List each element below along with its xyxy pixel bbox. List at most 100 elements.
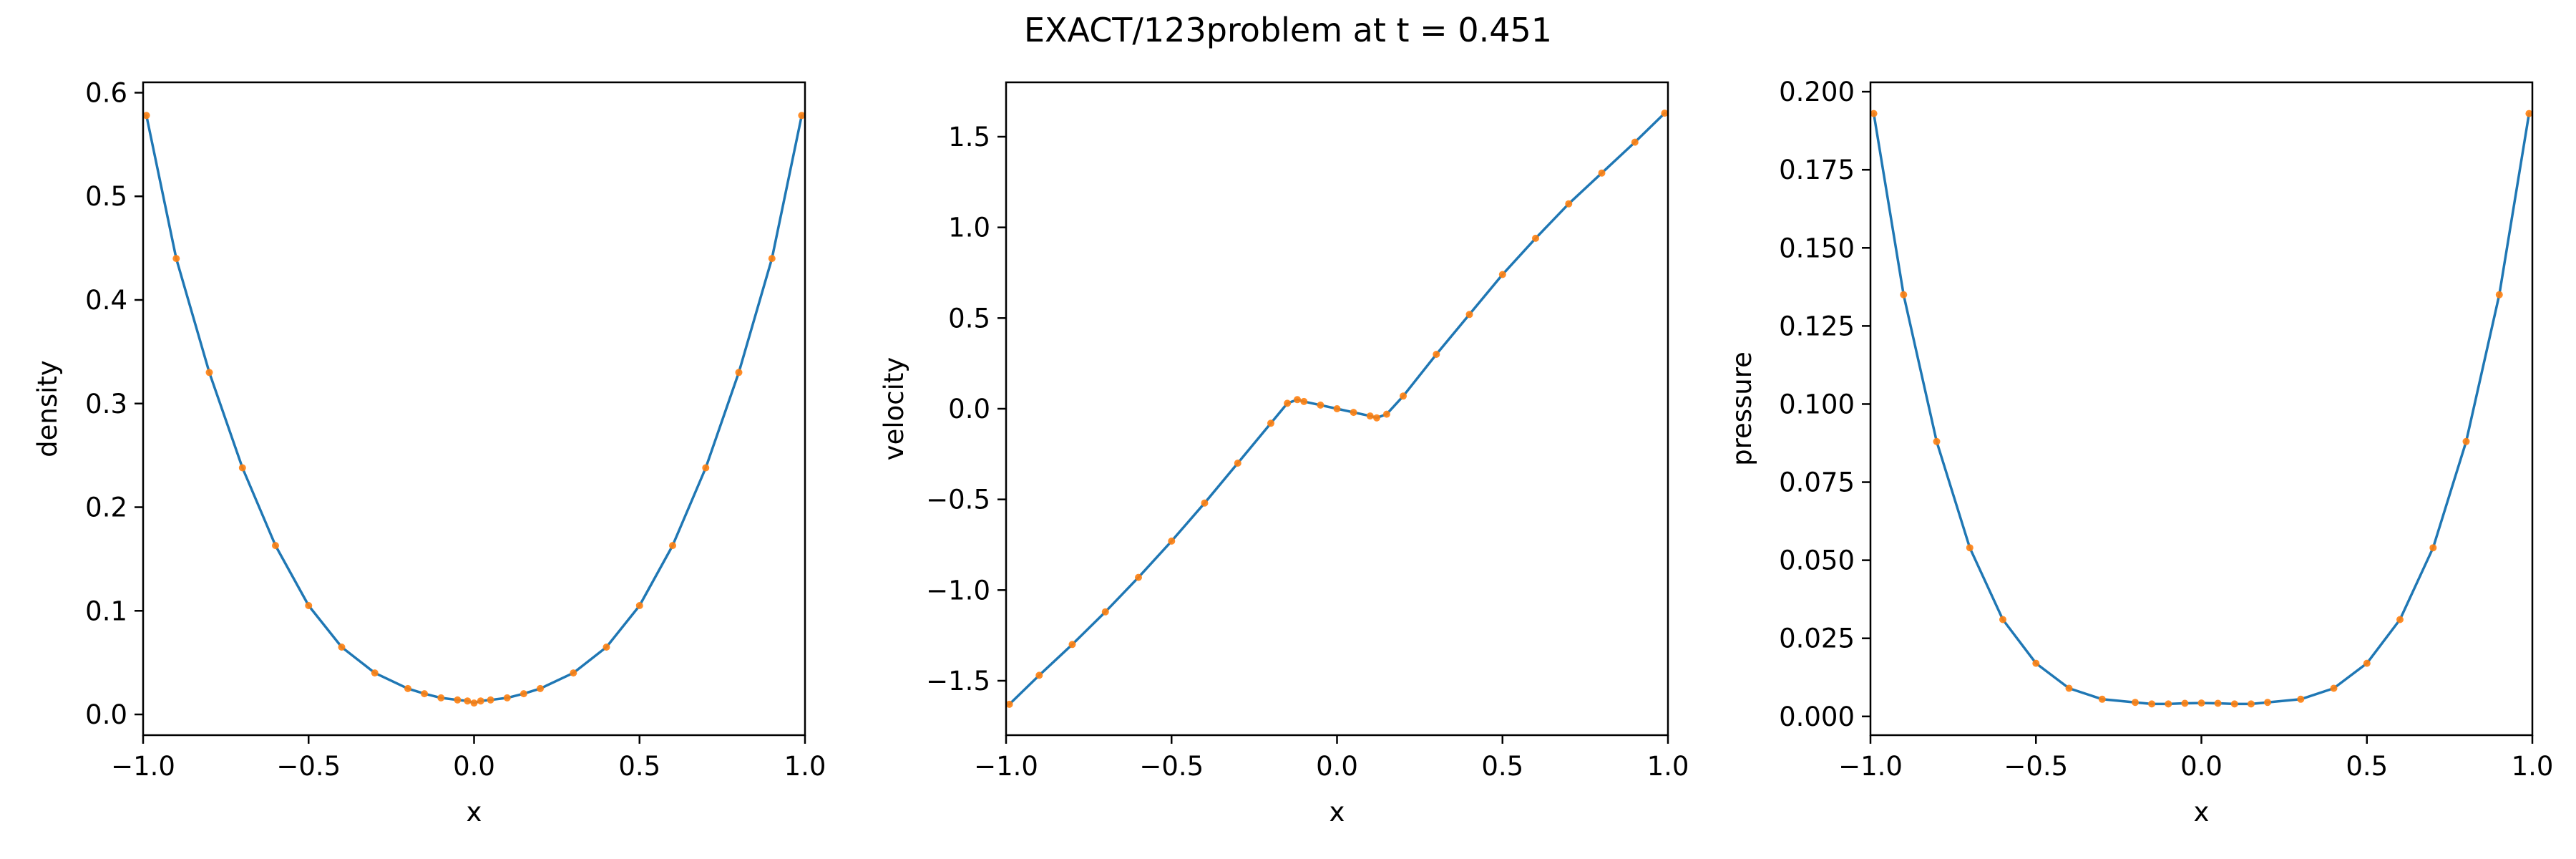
pressure-x-tick-label: −1.0 <box>1838 751 1903 782</box>
velocity-sample-point <box>1373 414 1380 422</box>
pressure-sample-point <box>2429 544 2437 552</box>
density-panel: −1.0 −0.5 0.0 0.5 1.0 0.0 0.1 0.2 0.3 0.4 0.5 0.6 x d… <box>32 77 826 828</box>
velocity-x-tick-label: 0.5 <box>1481 751 1523 782</box>
velocity-sample-point <box>1598 169 1606 177</box>
density-sample-point <box>142 112 150 120</box>
pressure-y-tick-label: 0.175 <box>1779 155 1855 185</box>
velocity-y-tick-label: −1.0 <box>926 575 990 606</box>
density-sample-point <box>702 464 710 472</box>
pressure-y-tick-label: 0.200 <box>1779 77 1855 107</box>
density-sample-point <box>371 669 379 677</box>
density-y-tick-label: 0.0 <box>85 699 127 730</box>
pressure-x-tick-label: 0.0 <box>2180 751 2223 782</box>
velocity-sample-point <box>1068 641 1076 649</box>
pressure-sample-point <box>2247 700 2255 708</box>
velocity-x-tick-label: 1.0 <box>1647 751 1689 782</box>
velocity-sample-point <box>1400 392 1407 400</box>
density-sample-point <box>602 644 610 651</box>
pressure-sample-point <box>2230 700 2238 708</box>
velocity-sample-point <box>1317 401 1324 409</box>
density-sample-point <box>635 602 643 609</box>
pressure-sample-point <box>2181 699 2189 707</box>
density-sample-point <box>464 697 472 705</box>
pressure-panel: −1.0 −0.5 0.0 0.5 1.0 0.000 0.025 0.050 0.075 0.1… <box>1727 77 2553 828</box>
velocity-sample-markers <box>1005 110 1669 708</box>
density-y-tick-label: 0.5 <box>85 181 127 212</box>
density-y-tick-label: 0.6 <box>85 77 127 108</box>
pressure-sample-point <box>1870 110 1878 117</box>
pressure-sample-point <box>2065 684 2073 692</box>
velocity-x-tick-label: −1.0 <box>974 751 1038 782</box>
velocity-y-axis-label: velocity <box>879 357 909 461</box>
velocity-sample-point <box>1366 412 1374 420</box>
density-x-tick-label: 1.0 <box>784 751 826 782</box>
density-sample-point <box>477 697 484 705</box>
pressure-sample-point <box>2396 616 2404 623</box>
density-x-tick-label: −0.5 <box>276 751 341 782</box>
velocity-sample-point <box>1565 200 1573 208</box>
pressure-x-tick-label: 1.0 <box>2512 751 2554 782</box>
velocity-y-tick-label: 1.0 <box>948 213 990 243</box>
density-y-axis-label: density <box>32 360 63 457</box>
velocity-sample-point <box>1267 419 1274 427</box>
pressure-y-tick-label: 0.100 <box>1779 389 1855 419</box>
density-sample-point <box>735 369 743 377</box>
velocity-sample-point <box>1135 573 1142 581</box>
velocity-x-tick-label: −0.5 <box>1139 751 1204 782</box>
pressure-y-tick-label: 0.150 <box>1779 233 1855 263</box>
pressure-y-tick-label: 0.075 <box>1779 467 1855 498</box>
density-sample-point <box>537 684 544 692</box>
density-sample-point <box>238 464 246 472</box>
density-sample-point <box>570 669 577 677</box>
velocity-sample-point <box>1498 271 1506 278</box>
pressure-y-tick-label: 0.050 <box>1779 545 1855 576</box>
pressure-x-axis-label: x <box>2194 797 2210 828</box>
velocity-sample-point <box>1300 397 1308 405</box>
density-sample-markers <box>142 112 806 707</box>
density-sample-point <box>421 690 429 698</box>
pressure-sample-markers <box>1870 110 2533 708</box>
velocity-panel: −1.0 −0.5 0.0 0.5 1.0 −1.5 −1.0 −0.5 0.0 0.5 1.0 1.… <box>879 81 1689 828</box>
density-sample-point <box>272 542 279 550</box>
pressure-sample-point <box>1900 291 1908 299</box>
pressure-sample-point <box>1966 544 1974 552</box>
velocity-sample-point <box>1350 409 1357 417</box>
pressure-sample-point <box>2495 291 2503 299</box>
density-sample-point <box>768 255 776 263</box>
pressure-sample-point <box>2197 699 2205 707</box>
density-sample-point <box>669 542 676 550</box>
density-y-tick-label: 0.2 <box>85 492 127 523</box>
velocity-sample-point <box>1234 460 1241 467</box>
density-sample-point <box>503 694 511 702</box>
pressure-sample-point <box>2297 695 2305 703</box>
velocity-sample-point <box>1465 311 1473 319</box>
velocity-sample-point <box>1382 410 1390 418</box>
pressure-sample-point <box>2525 110 2533 117</box>
velocity-y-tick-label: 1.5 <box>948 122 990 152</box>
pressure-y-tick-label: 0.025 <box>1779 623 1855 654</box>
pressure-x-tick-label: −0.5 <box>2004 751 2068 782</box>
density-sample-point <box>487 696 494 704</box>
pressure-y-tick-label: 0.125 <box>1779 311 1855 341</box>
velocity-sample-point <box>1101 608 1109 616</box>
density-y-tick-label: 0.1 <box>85 596 127 626</box>
velocity-y-tick-label: 0.5 <box>948 303 990 334</box>
pressure-sample-point <box>2363 659 2371 667</box>
velocity-sample-point <box>1333 405 1341 412</box>
pressure-y-axis-label: pressure <box>1727 351 1757 466</box>
density-sample-point <box>798 112 806 120</box>
pressure-sample-point <box>2214 699 2222 707</box>
velocity-sample-point <box>1168 537 1176 545</box>
velocity-sample-point <box>1005 700 1013 708</box>
density-sample-point <box>172 255 180 263</box>
velocity-x-axis-label: x <box>1330 797 1345 828</box>
pressure-y-tick-label: 0.000 <box>1779 702 1855 732</box>
density-x-tick-label: −1.0 <box>111 751 175 782</box>
density-sample-point <box>404 684 411 692</box>
density-sample-point <box>519 690 527 698</box>
velocity-sample-point <box>1035 671 1043 679</box>
pressure-sample-point <box>1933 437 1941 445</box>
velocity-x-tick-label: 0.0 <box>1316 751 1358 782</box>
velocity-sample-point <box>1661 110 1669 117</box>
